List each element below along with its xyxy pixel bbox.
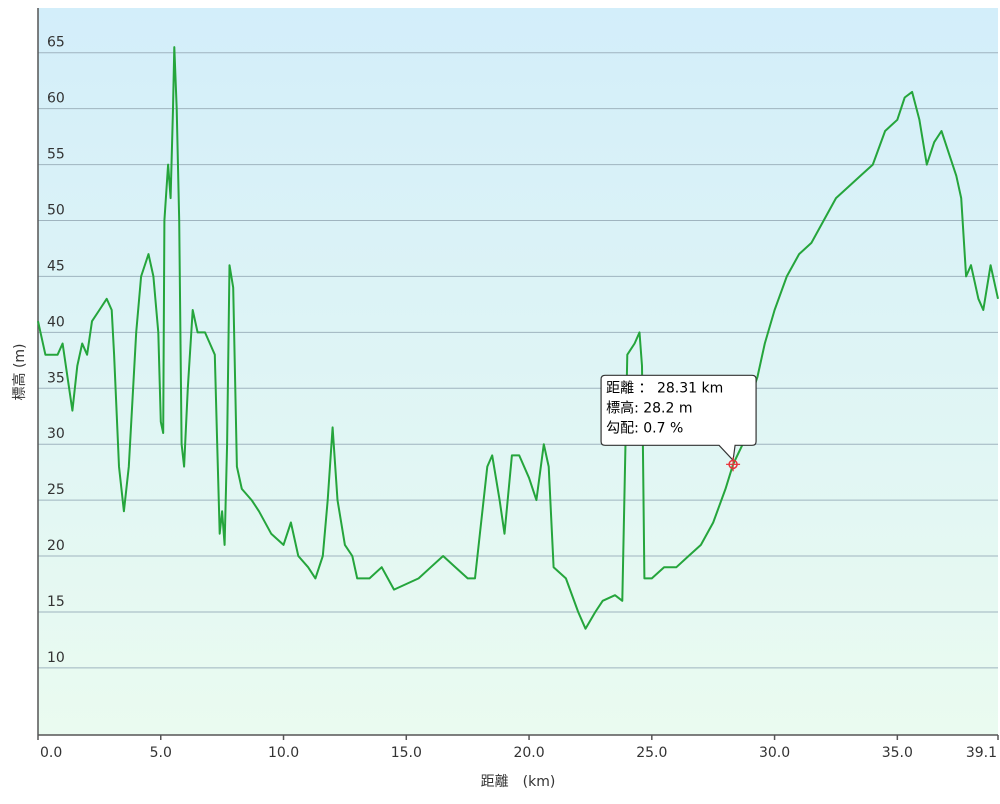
y-axis-label: 標高 (m) [11,343,28,400]
x-tick-label: 5.0 [150,745,172,761]
y-tick-label: 20 [47,538,65,554]
y-tick-label: 45 [47,258,65,274]
marker [726,457,741,472]
elevation-line [37,46,999,630]
y-tick-label: 15 [47,594,65,610]
y-tick-label: 60 [47,91,65,107]
y-tick-label: 65 [47,35,65,51]
x-tick-label: 25.0 [636,745,667,761]
tooltip: 距離 ： 28.31 km 標高: 28.2 m 勾配: 0.7 % [600,374,757,462]
tooltip-line: 距離 ： 28.31 km [606,379,723,396]
y-tick-label: 40 [47,314,65,330]
y-tick-label: 10 [47,650,65,666]
y-tick-label: 25 [47,482,65,498]
x-tick-label: 30.0 [759,745,790,761]
x-tick-label: 10.0 [268,745,299,761]
tooltip-line: 勾配: 0.7 % [606,420,683,436]
x-tick-label: 39.1 [966,745,997,761]
tooltip-line: 標高: 28.2 m [606,399,692,416]
plot-area [38,8,998,735]
y-tick-label: 30 [47,426,65,442]
y-tick-label: 35 [47,370,65,386]
y-tick-label: 55 [47,147,65,163]
tooltip-box [600,374,757,462]
x-tick-label: 0.0 [40,745,62,761]
y-tick-label: 50 [47,203,65,219]
x-tick-label: 20.0 [513,745,544,761]
x-tick-label: 15.0 [391,745,422,761]
x-axis-label: 距離 (km) [481,773,556,790]
x-tick-label: 35.0 [882,745,913,761]
